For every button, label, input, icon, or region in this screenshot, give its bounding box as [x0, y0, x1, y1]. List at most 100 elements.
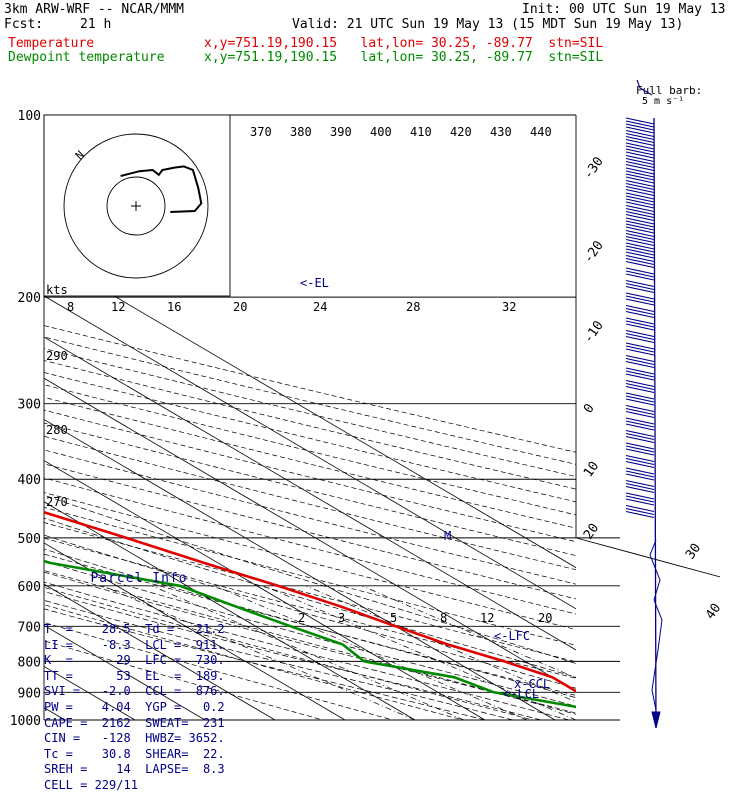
wind-barb [625, 442, 655, 450]
isotherm [44, 254, 576, 569]
wind-barb [625, 132, 655, 141]
wind-barb [625, 173, 655, 181]
wind-barb-staff [653, 117, 657, 729]
mixing-ratio-label: 20 [538, 611, 552, 625]
parcel-info-row: K = 29 LFC = 730. [44, 653, 225, 668]
level-annotation: <-LFC [494, 629, 530, 643]
wind-barb [625, 210, 655, 219]
temp-tick-right: -30 [581, 154, 607, 182]
pressure-label: 600 [18, 580, 41, 595]
wind-barb [636, 79, 653, 96]
hodograph-speed-label: 28 [406, 300, 420, 314]
mixing-ratio-label: 3 [338, 611, 345, 625]
pressure-label: 400 [18, 473, 41, 488]
wind-barb [625, 407, 655, 416]
dry-adiabat [44, 522, 576, 663]
wind-barb [625, 248, 655, 256]
wind-barb [625, 273, 655, 281]
hodograph-speed-label: 20 [233, 300, 247, 314]
wind-barb [625, 382, 655, 391]
wind-barb [625, 342, 655, 350]
dewpoint-location: x,y=751.19,190.15 lat,lon= 30.25, -89.77… [204, 50, 604, 65]
theta-e-label: 270 [46, 495, 68, 509]
wind-barb [625, 232, 655, 241]
temperature-location: x,y=751.19,190.15 lat,lon= 30.25, -89.77… [204, 36, 604, 51]
dry-adiabat [44, 553, 576, 696]
theta-e-label: 290 [46, 349, 68, 363]
init-time: Init: 00 UTC Sun 19 May 13 [522, 2, 726, 17]
wind-barb [625, 495, 655, 503]
wind-barb [625, 154, 655, 163]
mixing-ratio-label: 8 [440, 611, 447, 625]
mixing-ratio-line [361, 585, 576, 679]
wind-barb [625, 404, 655, 413]
wind-barb [625, 435, 655, 444]
wind-key-value: 5 m s⁻¹ [642, 96, 684, 107]
wind-barb [625, 295, 655, 303]
wind-barb [625, 160, 655, 169]
isotherm [44, 542, 346, 720]
wind-barb [625, 267, 655, 275]
mixing-ratio-label: 2 [298, 611, 305, 625]
wind-barb [625, 392, 655, 400]
mixing-ratio-line [305, 585, 576, 703]
pressure-label: 500 [18, 532, 41, 547]
wind-barb [625, 298, 655, 306]
wind-barb [625, 279, 655, 288]
wind-barb [625, 235, 655, 244]
hodograph-ring [63, 133, 209, 279]
wind-barb [625, 357, 655, 366]
wind-barb [625, 370, 655, 378]
wind-barb [625, 410, 655, 419]
theta-label: 420 [450, 125, 472, 139]
wind-barb [625, 304, 655, 313]
wind-barb [625, 479, 655, 488]
hodograph-speed-label: 8 [67, 300, 74, 314]
wind-barb [625, 226, 655, 234]
wind-barb [625, 348, 655, 356]
wind-barb [625, 220, 655, 228]
wind-barb [625, 335, 655, 344]
parcel-info-row: T = 28.5 Td = 21.2 [44, 621, 225, 636]
wind-barb [625, 260, 655, 269]
parcel-info-row: TT = 53 EL = 189. [44, 668, 225, 683]
wind-barb [625, 332, 655, 341]
wind-barb [625, 507, 655, 516]
parcel-info-row: CELL = 229/11 [44, 777, 138, 792]
forecast-hour: 21 h [80, 17, 112, 32]
wind-barb-surface [651, 711, 661, 729]
hodograph-trace [120, 165, 203, 213]
wind-barb [625, 285, 655, 294]
wind-barb [625, 420, 655, 428]
moist-adiabat [44, 581, 570, 720]
parcel-info-panel: Parcel Info T = 28.5 Td = 21.2 LI = -8.3 … [44, 540, 234, 809]
wind-barb [625, 282, 655, 291]
temp-tick-right: -20 [581, 238, 607, 266]
theta-label: 430 [490, 125, 512, 139]
wind-barb [625, 126, 655, 134]
wind-barb [625, 320, 655, 328]
valid-time: Valid: 21 UTC Sun 19 May 13 (15 MDT Sun … [292, 17, 684, 32]
pressure-label: 700 [18, 620, 41, 635]
dry-adiabat [44, 640, 324, 720]
temp-tick-right: -10 [581, 318, 607, 346]
parcel-info-row: CAPE = 2162 SWEAT= 231 [44, 715, 225, 730]
temp-tick-right: 20 [581, 521, 602, 542]
temp-tick-right: 30 [683, 541, 704, 562]
hodograph-ring [106, 176, 166, 236]
wind-barb [625, 257, 655, 266]
dewpoint-legend: Dewpoint temperature [8, 50, 165, 65]
wind-barb [625, 117, 655, 125]
wind-barb [625, 429, 655, 438]
wind-barb [625, 457, 655, 466]
wind-barb [625, 417, 655, 425]
parcel-info-row: LI = -8.3 LCL = 911. [44, 637, 225, 652]
wind-barb [625, 385, 655, 394]
moist-adiabat [44, 534, 576, 689]
theta-e-label: 280 [46, 423, 68, 437]
dry-adiabat [44, 463, 576, 600]
wind-barb [625, 432, 655, 441]
moist-adiabat [44, 599, 514, 720]
dry-adiabat [44, 506, 576, 646]
model-title: 3km ARW-WRF -- NCAR/MMM [4, 2, 185, 17]
